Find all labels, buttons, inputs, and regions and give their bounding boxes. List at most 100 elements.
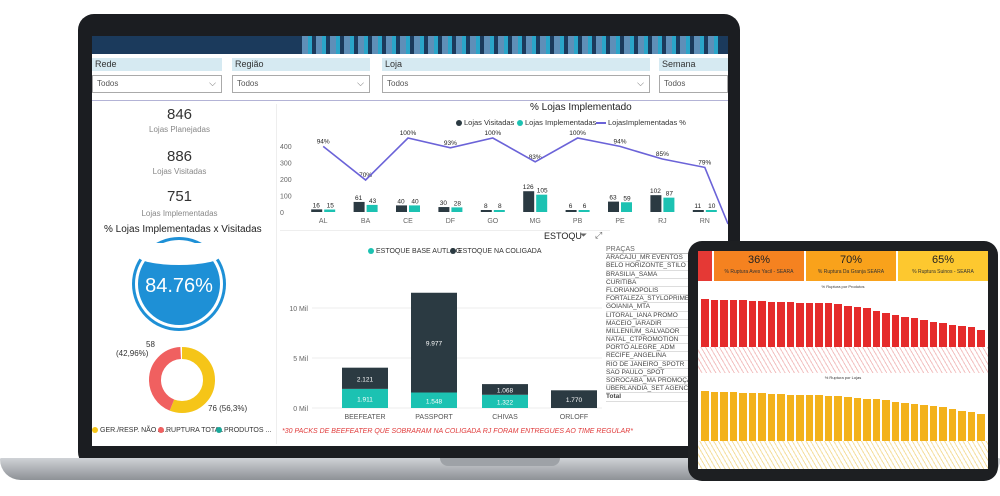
x-tick-label: GO [487,218,498,225]
pct-label: 94% [613,138,626,145]
tablet-bar [929,406,938,441]
praca-row[interactable]: SÃO PAULO_SPOT [606,369,692,377]
bar-visitadas [650,195,662,212]
slicer-regiao-label: Região [232,58,370,71]
praca-row[interactable]: LITORAL_IANA PROMO [606,312,692,320]
expand-icon[interactable]: ⤢ [595,230,603,240]
pct-label: 85% [656,151,669,158]
data-label-estoque-coligada: 2.121 [357,376,374,383]
y-tick-label: 400 [280,144,292,151]
tablet-bar [710,391,719,441]
impl-legend-implementadas: Lojas Implementadas [517,118,596,127]
kpi-planejadas-value: 846 [166,106,193,123]
bar-visitadas [480,210,492,212]
slicer-regiao-dropdown[interactable]: Todos ⌵ [232,75,370,93]
x-tick-label: BA [361,218,371,225]
tablet-bar [958,410,966,441]
filter-icon[interactable]: ⏷ [580,230,588,240]
estoque-legend-base: ESTOQUE BASE AUTLOG [368,248,461,255]
chart-divider [280,230,610,231]
tablet-bar [948,409,957,441]
praca-row[interactable]: ARACAJU_MR EVENTOS [606,254,692,263]
praca-row[interactable]: NATAL_CTPROMOTION [606,336,692,345]
bar-visitadas [565,210,577,212]
tablet-bar [929,321,938,347]
tablet-bar [824,303,833,347]
praca-row[interactable]: FLORIANÓPOLIS [606,287,692,296]
tablet-bar [844,305,852,347]
kpi-visitadas-label: Lojas Visitadas [152,167,207,176]
slicer-rede-label: Rede [92,58,222,71]
data-label-implementadas: 40 [411,198,419,205]
slicer-semana-dropdown[interactable]: Todos [659,75,728,93]
bar-estoque-coligada [482,384,528,395]
praca-row[interactable]: RIO DE JANEIRO_SPOTR [606,361,692,369]
pracas-table: PRAÇAS ARACAJU_MR EVENTOS BELO HORIZONTE_… [606,246,692,402]
slicer-semana[interactable]: Semana Todos [659,58,728,96]
data-label-visitadas: 8 [484,203,488,210]
praca-row[interactable]: MACEIO_IARADIR [606,320,692,328]
praca-row[interactable]: FORTALEZA_STYLOPRIME [606,295,692,304]
praca-row[interactable]: BRASILIA_SAMA [606,271,692,279]
slicer-loja-label: Loja [382,58,650,71]
praca-row[interactable]: GOIANIA_MTA [606,303,692,312]
tablet-bar [805,302,814,347]
bar-visitadas [438,207,450,212]
slicer-loja-dropdown[interactable]: Todos ⌵ [382,75,650,93]
tablet-bar [720,392,728,441]
legend-label: GER./RESP. NÃO A... [100,427,169,434]
chevron-down-icon[interactable]: ⌵ [637,78,644,88]
tablet-bar [748,393,757,441]
y-tick-label: 0 Mil [293,406,308,413]
y-tick-label: 100 [280,194,292,201]
praca-row[interactable]: PORTO ALEGRE_ADM [606,344,692,353]
x-tick-label: BEEFEATER [344,414,385,421]
x-tick-label: AL [319,218,328,225]
legend-dot-icon [92,427,98,434]
x-tick-label: RN [700,218,710,225]
data-label-implementadas: 28 [454,200,462,207]
praca-row[interactable]: Total [606,393,692,402]
praca-row[interactable]: SOROCABA_MA PROMOÇÃO [606,377,692,386]
tablet-bar [977,413,985,441]
x-tick-label: CHIVAS [492,414,518,421]
pct-label: 100% [484,130,501,137]
legend-label: ESTOQUE NA COLIGADA [458,248,542,255]
tablet-bar [891,401,900,441]
chevron-down-icon[interactable]: ⌵ [209,78,216,88]
bar-estoque-base [342,388,388,408]
pct-label: 93% [444,140,457,147]
legend-label: PRODUTOS ... [224,427,272,434]
tablet-bar [729,392,738,441]
slicer-regiao[interactable]: Região Todos ⌵ [232,58,370,96]
tablet-bar [767,394,776,441]
tablet-bar [824,395,833,441]
slicer-semana-value: Todos [664,79,686,88]
data-label-implementadas: 6 [583,203,587,210]
slicer-loja[interactable]: Loja Todos ⌵ [382,58,650,96]
praca-row[interactable]: UBERLANDIA_SET AGENCY [606,385,692,394]
kpi-visitadas-value: 886 [166,148,193,165]
praca-row[interactable]: BELO HORIZONTE_STILO [606,262,692,271]
praca-row[interactable]: RECIFE_ANGELINA [606,352,692,361]
tablet-bar [796,302,804,347]
data-label-implementadas: 59 [623,195,631,202]
tablet-bar [967,412,976,441]
bar-implementadas [663,197,675,212]
slicer-rede[interactable]: Rede Todos ⌵ [92,58,222,96]
praca-row[interactable]: CURITIBA [606,279,692,287]
tablet-bar [882,400,890,441]
bar-visitadas [692,210,704,212]
data-label-visitadas: 11 [694,203,701,210]
pracas-header: PRAÇAS [606,246,692,255]
data-label-estoque-base: 1.548 [426,398,443,405]
legend-line-icon [596,122,606,125]
pct-label: 70% [359,172,372,179]
slicer-rede-dropdown[interactable]: Todos ⌵ [92,75,222,93]
donut-top-label: 58 [146,340,155,349]
pct-label: 94% [317,138,330,145]
tablet-chart1-axis-labels [698,347,988,373]
tablet-kpi-value: 65% [931,254,955,266]
chevron-down-icon[interactable]: ⌵ [357,78,364,88]
praca-row[interactable]: MILLENIUM_SALVADOR [606,328,692,337]
